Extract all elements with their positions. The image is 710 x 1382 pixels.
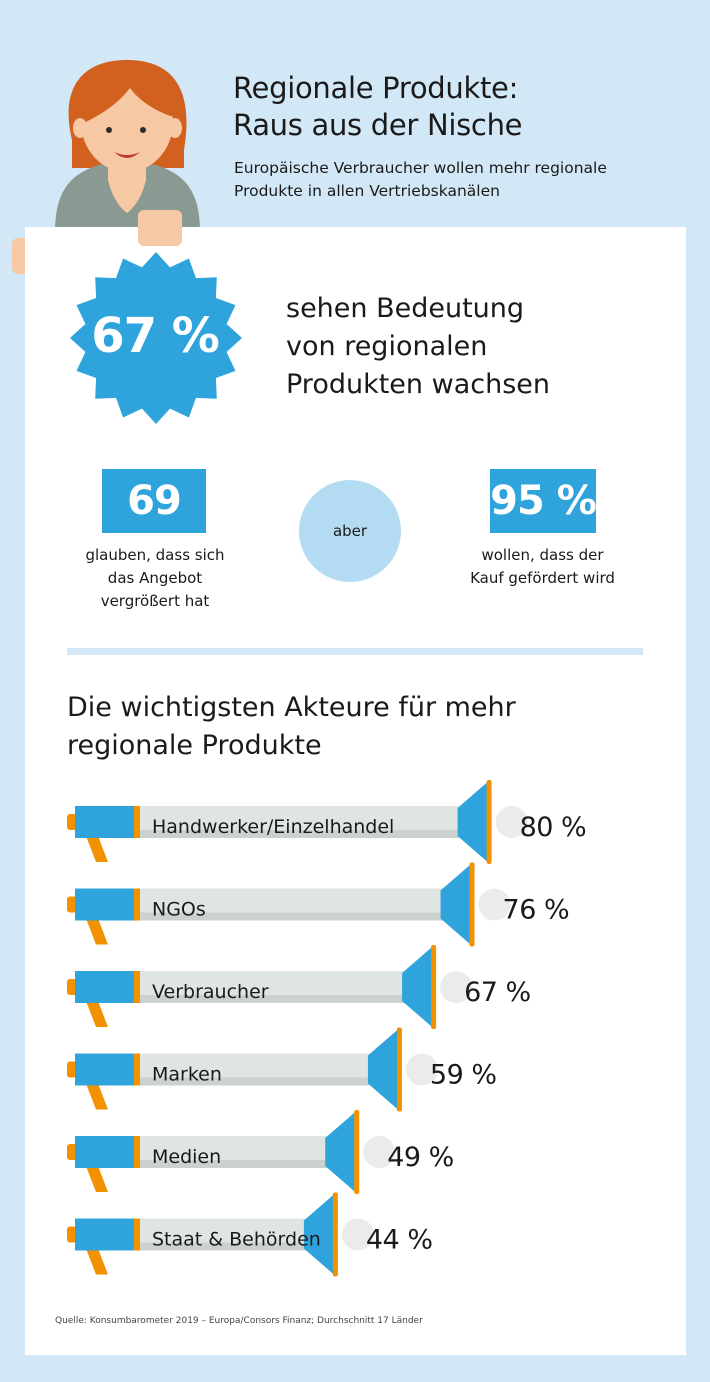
megaphone-handle: [86, 918, 108, 945]
megaphone-handle: [86, 1001, 108, 1027]
section-divider: [67, 648, 643, 655]
starburst-badge: [70, 252, 242, 424]
megaphone-body: [75, 888, 137, 921]
bar-shadow: [140, 912, 465, 921]
megaphone-bell: [303, 1194, 334, 1275]
stat-left-value: 69 %: [102, 469, 206, 588]
bar-cap: [495, 806, 528, 838]
megaphone-body: [75, 1218, 137, 1251]
megaphone-tail: [67, 1061, 77, 1078]
bar-cap: [478, 888, 511, 921]
megaphone-rim: [354, 1110, 360, 1194]
section-title-line-2: regionale Produkte: [67, 730, 322, 761]
megaphone-bell: [402, 947, 433, 1027]
megaphone-rim: [431, 945, 437, 1029]
bar-shadow: [140, 995, 427, 1003]
bar-cap: [405, 1053, 438, 1086]
bar-value-label: 49 %: [387, 1142, 454, 1173]
bar-label: Verbraucher: [152, 981, 269, 1003]
megaphone-bell: [457, 782, 488, 862]
page-title: Regionale Produkte: Raus aus der Nische: [233, 70, 683, 144]
megaphone-tail: [67, 814, 77, 830]
headline-line-1: sehen Bedeutung: [286, 293, 525, 324]
headline-line-3: Produkten wachsen: [286, 369, 550, 400]
bar-shadow: [140, 830, 482, 838]
megaphone-body: [75, 1053, 137, 1086]
stat-right-value: 95 %: [490, 469, 597, 533]
bar-cap: [440, 971, 473, 1003]
bar-label: NGOs: [152, 899, 206, 921]
bar-value-label: 80 %: [520, 812, 587, 843]
megaphone-stripe: [134, 806, 140, 838]
megaphone-body: [75, 971, 137, 1003]
section-title-line-1: Die wichtigsten Akteure für mehr: [67, 692, 516, 723]
connector-circle: aber: [299, 480, 401, 582]
source-note: Quelle: Konsumbarometer 2019 – Europa/Co…: [55, 1316, 423, 1326]
megaphone-body: [75, 806, 137, 838]
megaphone-body: [75, 1136, 137, 1168]
page-subtitle: Europäische Verbraucher wollen mehr regi…: [234, 157, 694, 203]
bar-value-label: 44 %: [366, 1225, 433, 1256]
megaphone-bell: [325, 1112, 356, 1192]
megaphone-handle: [86, 1083, 108, 1110]
bar-label: Medien: [152, 1146, 221, 1168]
bar-value-label: 76 %: [503, 895, 570, 926]
headline-line-2: von regionalen: [286, 331, 488, 362]
subtitle-line-1: Europäische Verbraucher wollen mehr regi…: [234, 159, 607, 177]
megaphone-tail: [67, 1144, 77, 1160]
megaphone-stripe: [134, 888, 140, 921]
bar-shadow: [140, 1160, 350, 1168]
megaphone-rim: [469, 862, 475, 947]
bar-value-label: 59 %: [430, 1060, 497, 1091]
megaphone-bell: [367, 1029, 398, 1110]
bar-label: Handwerker/Einzelhandel: [152, 816, 394, 838]
stat-right-line-1: wollen, dass der: [481, 546, 604, 564]
title-line-1: Regionale Produkte:: [233, 71, 519, 105]
stat-right-line-2: Kauf gefördert wird: [470, 569, 615, 587]
megaphone-handle: [86, 1248, 108, 1275]
bar-cap: [341, 1218, 374, 1251]
section-title: Die wichtigsten Akteure für mehr regiona…: [67, 689, 627, 765]
megaphone-stripe: [134, 1136, 140, 1168]
bar-cap: [363, 1136, 396, 1168]
subtitle-line-2: Produkte in allen Vertriebskanälen: [234, 182, 500, 200]
bar-value-label: 67 %: [464, 977, 531, 1008]
megaphone-tail: [67, 979, 77, 995]
megaphone-rim: [396, 1027, 402, 1112]
megaphone-rim: [332, 1192, 338, 1277]
stat-left-line-1: glauben, dass sich: [85, 546, 225, 564]
stat-left-line-2: das Angebot: [107, 569, 203, 587]
bar-shadow: [140, 1242, 328, 1251]
bar-label: Staat & Behörden: [152, 1229, 321, 1251]
title-line-2: Raus aus der Nische: [233, 108, 523, 142]
hand-icon: [138, 210, 182, 246]
megaphone-handle: [86, 836, 108, 862]
stat-left-line-3: vergrößert hat: [100, 592, 210, 610]
megaphone-bell: [440, 864, 471, 945]
stat-right-description: wollen, dass der Kauf gefördert wird: [460, 544, 625, 590]
megaphone-handle: [86, 1166, 108, 1192]
badge-value: 67 %: [91, 308, 220, 364]
megaphone-stripe: [134, 1218, 140, 1251]
megaphone-stripe: [134, 971, 140, 1003]
megaphone-tail: [67, 1226, 77, 1243]
bar-shadow: [140, 1077, 392, 1086]
megaphone-stripe: [134, 1053, 140, 1086]
bar-label: Marken: [152, 1064, 222, 1086]
megaphone-rim: [486, 780, 492, 864]
stat-left-description: glauben, dass sich das Angebot vergrößer…: [70, 544, 240, 613]
connector-label: aber: [332, 522, 368, 540]
megaphone-tail: [67, 896, 77, 913]
headline: sehen Bedeutung von regionalen Produkten…: [286, 290, 666, 404]
